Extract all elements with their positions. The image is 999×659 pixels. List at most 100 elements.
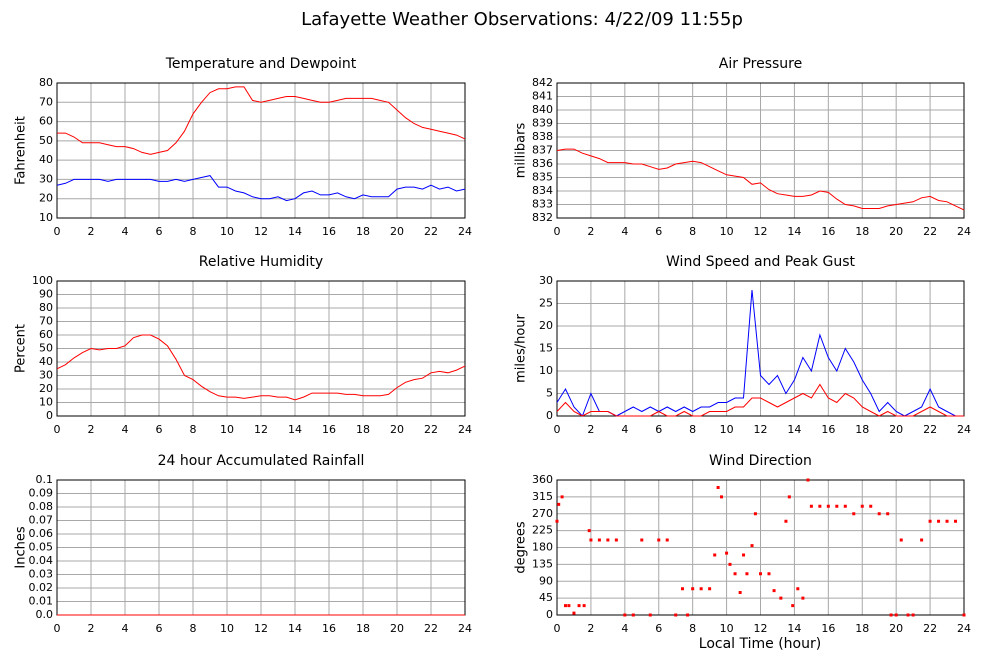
- y-tick-label: 840: [532, 103, 553, 116]
- data-point: [928, 519, 932, 523]
- data-point: [686, 613, 690, 617]
- data-point: [796, 587, 800, 591]
- x-tick-label: 24: [458, 225, 472, 238]
- y-tick-label: 45: [539, 591, 553, 604]
- plot-title: Relative Humidity: [199, 254, 323, 270]
- y-tick-label: 0.01: [29, 595, 54, 608]
- y-axis-label: Fahrenheit: [14, 116, 29, 185]
- y-tick-label: 839: [532, 117, 553, 130]
- x-tick-label: 4: [122, 225, 129, 238]
- plot-title: Wind Direction: [709, 453, 812, 469]
- y-tick-label: 841: [532, 90, 553, 103]
- x-tick-label: 10: [720, 622, 734, 635]
- y-tick-label: 0.03: [29, 568, 54, 581]
- data-point: [713, 553, 717, 557]
- plot-frame: [56, 280, 466, 417]
- x-tick-label: 6: [655, 622, 662, 635]
- y-tick-label: 20: [539, 319, 553, 332]
- y-tick-label: 30: [539, 274, 553, 287]
- x-tick-label: 8: [689, 225, 696, 238]
- y-tick-label: 90: [539, 574, 553, 587]
- x-tick-label: 8: [190, 622, 197, 635]
- x-tick-label: 22: [923, 622, 937, 635]
- x-tick-label: 18: [356, 423, 370, 436]
- x-tick-label: 22: [424, 423, 438, 436]
- x-tick-label: 20: [390, 225, 404, 238]
- x-tick-label: 18: [855, 225, 869, 238]
- x-tick-label: 2: [587, 622, 594, 635]
- data-point: [560, 495, 564, 499]
- x-tick-label: 10: [220, 622, 234, 635]
- data-point: [962, 613, 966, 617]
- data-point: [657, 538, 661, 542]
- x-tick-label: 14: [787, 622, 801, 635]
- plot-title: Temperature and Dewpoint: [165, 56, 357, 72]
- x-tick-label: 12: [754, 225, 768, 238]
- x-tick-label: 22: [923, 423, 937, 436]
- y-tick-label: 360: [532, 473, 553, 486]
- data-point: [869, 504, 873, 508]
- plot-frame: [56, 82, 466, 219]
- data-point: [818, 504, 822, 508]
- data-point: [784, 519, 788, 523]
- x-tick-label: 2: [88, 225, 95, 238]
- y-tick-label: 0.02: [29, 581, 54, 594]
- data-point: [716, 486, 720, 489]
- data-point: [745, 572, 749, 576]
- x-tick-label: 12: [254, 423, 268, 436]
- x-tick-label: 4: [621, 622, 628, 635]
- data-point: [555, 519, 559, 523]
- y-tick-label: 30: [39, 172, 53, 185]
- data-point: [843, 504, 847, 508]
- x-tick-label: 10: [220, 225, 234, 238]
- x-tick-label: 12: [754, 622, 768, 635]
- data-point: [728, 562, 732, 566]
- data-point: [606, 538, 610, 542]
- plot-frame: [556, 479, 965, 616]
- x-tick-label: 14: [288, 622, 302, 635]
- y-tick-label: 60: [39, 328, 53, 341]
- data-point: [589, 538, 593, 542]
- x-tick-label: 20: [390, 622, 404, 635]
- y-tick-label: 315: [532, 490, 553, 503]
- x-tick-label: 0: [54, 423, 61, 436]
- data-point: [920, 538, 924, 542]
- x-tick-label: 10: [720, 423, 734, 436]
- y-tick-label: 225: [532, 524, 553, 537]
- data-point: [567, 604, 571, 608]
- x-tick-label: 22: [923, 225, 937, 238]
- y-tick-label: 0: [546, 608, 553, 621]
- data-point: [899, 538, 903, 542]
- data-line: [56, 334, 466, 401]
- x-tick-label: 0: [554, 423, 561, 436]
- x-tick-label: 24: [957, 423, 971, 436]
- x-tick-label: 12: [254, 622, 268, 635]
- x-tick-label: 14: [288, 225, 302, 238]
- data-line: [57, 86, 466, 155]
- y-tick-label: 0: [546, 409, 553, 422]
- data-point: [691, 587, 695, 591]
- data-point: [733, 572, 737, 576]
- data-point: [772, 589, 776, 593]
- x-tick-label: 0: [54, 622, 61, 635]
- plot-frame: [556, 280, 965, 417]
- x-tick-label: 4: [122, 622, 129, 635]
- y-tick-label: 270: [532, 507, 553, 520]
- x-tick-label: 22: [424, 622, 438, 635]
- x-tick-label: 24: [458, 622, 472, 635]
- y-axis-label: Percent: [14, 324, 29, 373]
- y-tick-label: 180: [532, 541, 553, 554]
- x-tick-label: 18: [855, 423, 869, 436]
- x-tick-label: 18: [356, 622, 370, 635]
- x-tick-label: 2: [88, 423, 95, 436]
- x-tick-label: 12: [754, 423, 768, 436]
- data-point: [753, 512, 757, 516]
- x-tick-label: 16: [322, 423, 336, 436]
- y-axis-label: millibars: [514, 123, 529, 179]
- plot-title: 24 hour Accumulated Rainfall: [158, 453, 365, 469]
- data-point: [674, 613, 678, 617]
- plot-title: Air Pressure: [719, 56, 802, 72]
- data-line: [556, 148, 965, 211]
- x-tick-label: 10: [220, 423, 234, 436]
